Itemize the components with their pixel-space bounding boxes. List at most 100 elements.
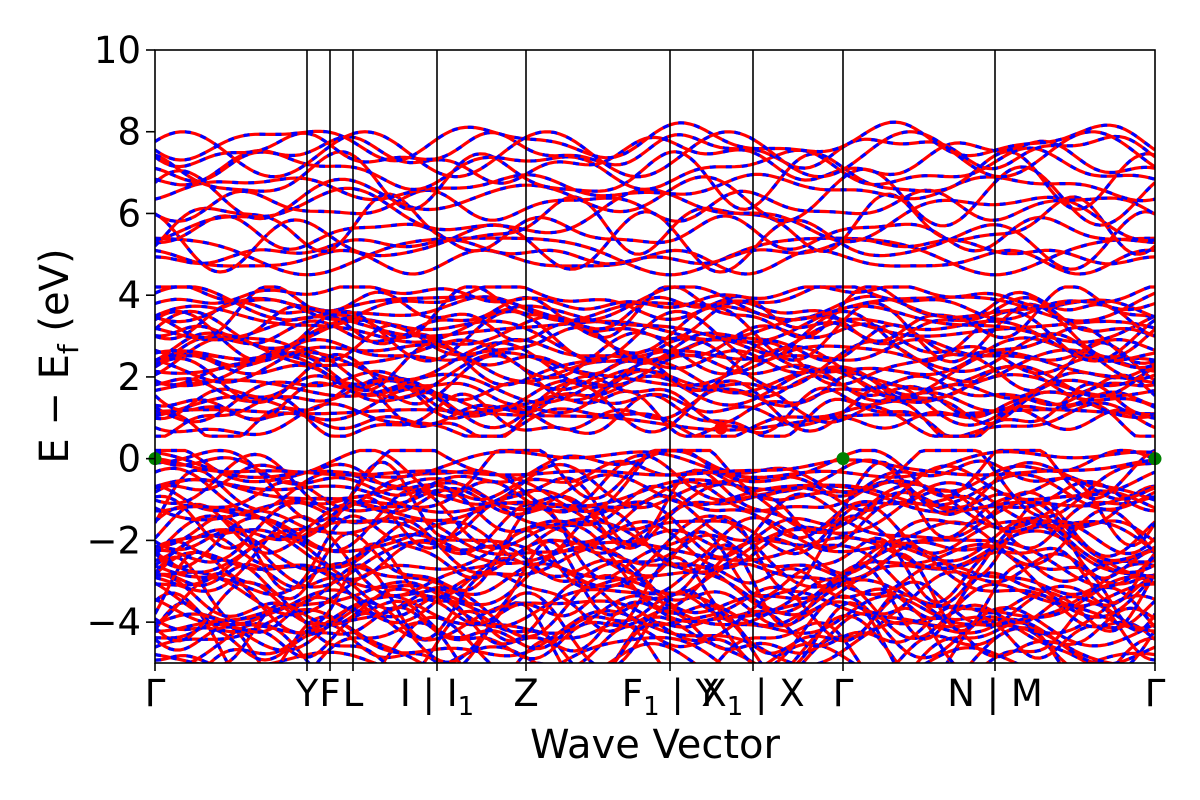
x-tick-label-main: Γ (833, 672, 854, 715)
x-tick-label: N | M (947, 672, 1043, 715)
x-tick-label: F (319, 672, 340, 715)
x-tick-label-main: L (343, 672, 364, 715)
band-line-spin-down (155, 641, 1155, 663)
y-axis-title-subscript: f (52, 343, 85, 354)
x-tick-label-main: F (622, 672, 643, 715)
y-tick-label: −2 (86, 519, 141, 562)
band-line-spin-down (155, 248, 1155, 276)
x-axis-title: Wave Vector (530, 722, 781, 768)
band-line-spin-down (155, 374, 1155, 408)
band-line-spin-down (155, 337, 1155, 390)
band-line-spin-up (155, 371, 1155, 426)
band-line-spin-down (155, 533, 1155, 584)
band-line-spin-down (155, 601, 1155, 663)
band-line-spin-down (155, 591, 1155, 652)
band-line-spin-down (155, 323, 1155, 365)
x-tick-label-suffix: | Y (660, 672, 719, 715)
x-tick-label-main: X (701, 672, 726, 715)
band-line-spin-down (155, 374, 1155, 431)
band-line-spin-up (155, 382, 1155, 438)
band-line-spin-down (155, 135, 1155, 185)
y-axis-title-unit: (eV) (32, 248, 78, 344)
y-tick-label: 4 (117, 274, 141, 317)
band-line-spin-down (155, 309, 1155, 363)
x-tick-label: L (343, 672, 364, 715)
band-line-spin-down (155, 562, 1155, 626)
band-line-spin-down (155, 487, 1155, 559)
y-tick-label: 0 (117, 438, 141, 481)
band-line-spin-up (155, 621, 1155, 663)
band-line-spin-down (155, 528, 1155, 575)
band-line-spin-down (155, 571, 1155, 641)
x-tick-label: I | I1 (400, 672, 474, 722)
band-line-spin-up (155, 301, 1155, 364)
x-tick-label-main: Y (295, 672, 319, 715)
y-tick-label: 6 (117, 192, 141, 235)
band-line-spin-down (155, 285, 1155, 312)
band-line-spin-down (155, 285, 1155, 322)
high-symmetry-lines (306, 50, 996, 663)
band-line-spin-down (155, 539, 1155, 633)
band-line-spin-down (155, 452, 1155, 517)
band-line-spin-down (155, 448, 1155, 523)
band-line-spin-down (155, 555, 1155, 641)
band-line-spin-up (155, 285, 1155, 323)
band-line-spin-down (155, 146, 1155, 192)
x-tick-label: Y (295, 672, 319, 715)
band-line-spin-down (155, 450, 1155, 479)
band-line-spin-down (155, 294, 1155, 324)
band-line-spin-down (155, 479, 1155, 513)
band-line-spin-down (155, 575, 1155, 629)
band-line-spin-down (155, 448, 1155, 501)
band-line-spin-down (155, 353, 1155, 413)
band-line-spin-down (155, 460, 1155, 548)
cbm-marker (714, 421, 728, 435)
band-line-spin-down (155, 172, 1155, 203)
x-tick-label: X1 | X (701, 672, 804, 722)
x-tick-label-suffix: | X (743, 672, 804, 715)
y-axis: −4 −2 0 2 4 6 8 10 (86, 29, 155, 644)
band-line-spin-down (155, 516, 1155, 570)
x-tick-label: Γ (1145, 672, 1166, 715)
x-tick-label-main: N | M (947, 672, 1043, 715)
band-line-spin-down (155, 315, 1155, 342)
y-axis-title: E − Ef (eV) (32, 248, 85, 463)
x-tick-label-subscript: 1 (643, 692, 660, 722)
band-line-spin-down (155, 130, 1155, 171)
band-line-spin-down (155, 486, 1155, 552)
y-tick-label: 2 (117, 356, 141, 399)
band-line-spin-up (155, 150, 1155, 212)
band-line-spin-down (155, 335, 1155, 384)
band-line-spin-down (155, 459, 1155, 502)
vbm-marker (836, 452, 850, 466)
band-line-spin-down (155, 188, 1155, 223)
band-line-spin-down (155, 379, 1155, 434)
x-tick-label-subscript: 1 (727, 692, 744, 722)
band-line-spin-down (155, 186, 1155, 244)
band-line-spin-down (155, 591, 1155, 660)
band-line-spin-up (155, 494, 1155, 550)
band-line-spin-down (155, 236, 1155, 277)
x-tick-label-main: Γ (145, 672, 166, 715)
x-tick-label-main: Z (513, 672, 538, 715)
y-tick-label: −4 (86, 601, 141, 644)
x-tick-label: Z (513, 672, 538, 715)
y-tick-label: 10 (94, 29, 141, 72)
x-tick-label: F1 | Y (622, 672, 719, 722)
band-line-spin-down (155, 192, 1155, 256)
band-line-spin-down (155, 367, 1155, 407)
band-line-spin-down (155, 457, 1155, 477)
band-line-spin-down (207, 621, 1069, 663)
y-tick-label: 8 (117, 111, 141, 154)
x-tick-label: Γ (145, 672, 166, 715)
y-axis-title-main: E − E (32, 354, 78, 464)
x-tick-label-main: F (319, 672, 340, 715)
band-line-spin-down (155, 478, 1155, 514)
band-line-spin-down (155, 364, 1155, 424)
x-tick-label-subscript: 1 (458, 692, 475, 722)
band-line-spin-down (155, 238, 1155, 266)
bands-layer (155, 120, 1155, 663)
band-line-spin-down (155, 621, 1155, 663)
